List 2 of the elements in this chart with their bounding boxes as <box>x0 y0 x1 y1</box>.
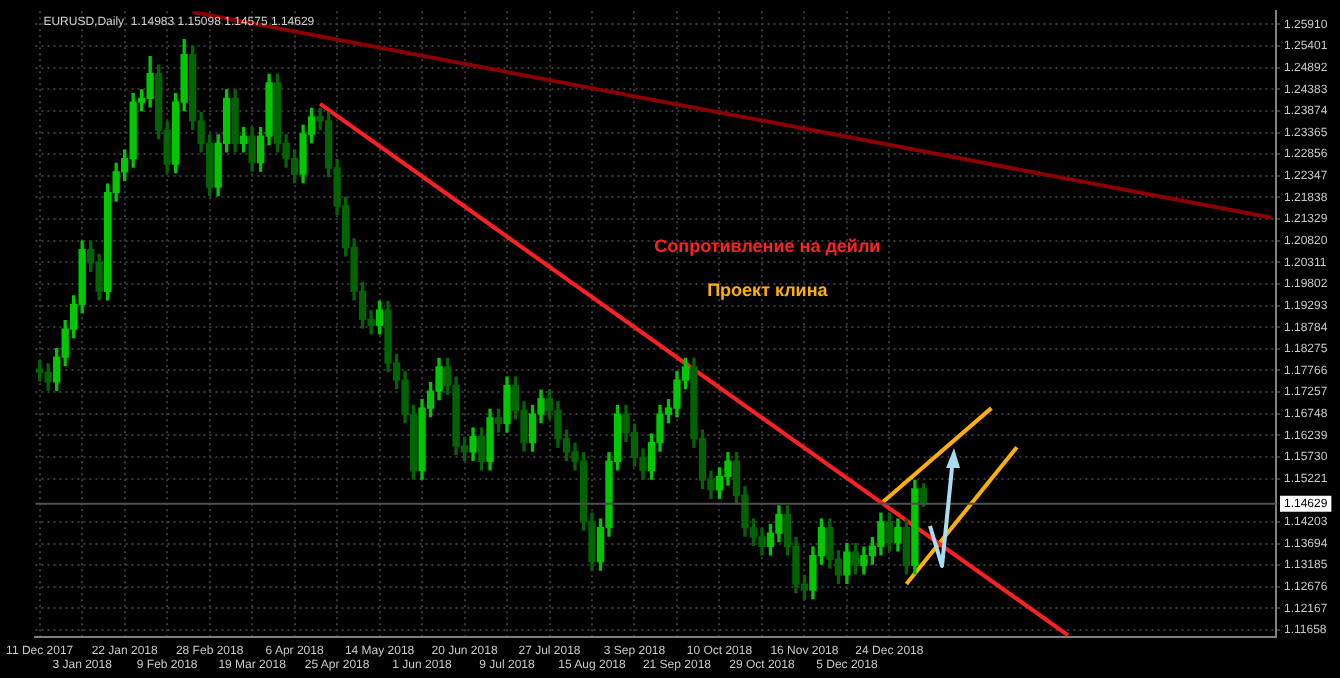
annotation: Проект клина <box>707 280 830 301</box>
annotation: Сопротивление на дейли <box>654 236 881 257</box>
